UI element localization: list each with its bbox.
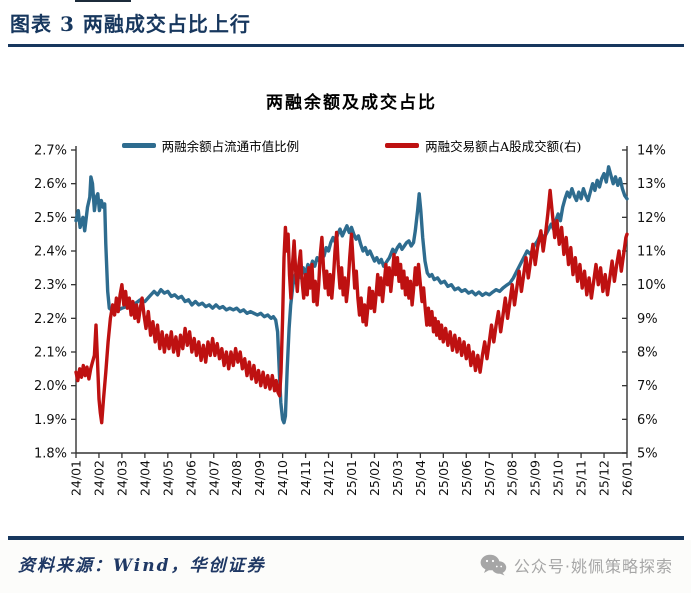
footer-band (0, 540, 691, 593)
page-title: 图表 3 两融成交占比上行 (10, 12, 251, 36)
tick-label: 1.9% (34, 413, 67, 428)
footer-divider (8, 536, 684, 540)
axes: 2.7% 2.6% 2.5% 2.4% 2.3% 2.2% 2.1% 2.0% 1.9% 1.8%… (34, 144, 666, 497)
chart-title: 两融余额及成交占比 (266, 93, 437, 113)
tick-label: 25/08 (505, 460, 520, 496)
tick-label: 7% (637, 379, 658, 394)
source-note: 资料来源：Wind，华创证券 (18, 556, 266, 576)
tick-label: 25/04 (413, 460, 428, 496)
tick-label: 25/06 (459, 460, 474, 496)
legend-swatch-blue (121, 143, 156, 148)
title-divider (8, 44, 684, 47)
tick-label: 26/01 (620, 460, 635, 496)
series-line-balance (74, 165, 629, 425)
tick-label: 24/01 (69, 460, 84, 496)
tick-label: 25/03 (390, 460, 405, 496)
tick-label: 2.0% (34, 379, 67, 394)
tick-label: 25/10 (551, 460, 566, 496)
tick-label: 14% (637, 144, 666, 159)
tick-label: 25/02 (367, 460, 382, 496)
tick-label: 25/11 (574, 460, 589, 496)
tick-label: 24/11 (298, 460, 313, 496)
tick-label: 24/05 (160, 460, 175, 496)
tick-label: 24/10 (275, 460, 290, 496)
tick-label: 25/12 (597, 460, 612, 496)
tick-label: 24/03 (114, 460, 129, 496)
chart-legend: 两融余额占流通市值比例 两融交易额占A股成交额(右) (76, 136, 627, 155)
tick-label: 1.8% (34, 447, 67, 462)
legend-item-margin-turnover: 两融交易额占A股成交额(右) (385, 136, 581, 155)
tick-label: 25/09 (528, 460, 543, 496)
tick-label: 2.7% (34, 144, 67, 159)
tick-label: 5% (637, 447, 658, 462)
top-edge-artifact (75, 0, 131, 2)
tick-label: 9% (637, 312, 658, 327)
tick-label: 25/07 (482, 460, 497, 496)
legend-item-margin-balance: 两融余额占流通市值比例 (121, 136, 300, 155)
wechat-icon (480, 554, 507, 576)
tick-label: 24/02 (91, 460, 106, 496)
tick-label: 24/08 (229, 460, 244, 496)
tick-label: 24/04 (137, 460, 152, 496)
tick-label: 24/12 (321, 460, 336, 496)
tick-label: 8% (637, 346, 658, 361)
tick-label: 24/07 (206, 460, 221, 496)
tick-label: 24/06 (183, 460, 198, 496)
tick-label: 24/09 (252, 460, 267, 496)
series-line-turnover (74, 188, 629, 425)
tick-label: 2.5% (34, 211, 67, 226)
legend-label-margin-balance: 两融余额占流通市值比例 (161, 139, 300, 154)
legend-swatch-red (385, 143, 420, 148)
tick-label: 2.1% (34, 346, 67, 361)
tick-label: 6% (637, 413, 658, 428)
wechat-badge: 公众号·姚佩策略探索 (480, 553, 673, 577)
legend-label-margin-turnover: 两融交易额占A股成交额(右) (425, 139, 582, 154)
tick-label: 11% (637, 245, 666, 260)
tick-label: 10% (637, 278, 666, 293)
tick-label: 13% (637, 177, 666, 192)
tick-label: 2.4% (34, 245, 67, 260)
tick-label: 2.3% (34, 278, 67, 293)
wechat-label: 公众号·姚佩策略探索 (513, 557, 673, 576)
tick-label: 25/05 (436, 460, 451, 496)
tick-label: 2.6% (34, 177, 67, 192)
tick-label: 2.2% (34, 312, 67, 327)
tick-label: 12% (637, 211, 666, 226)
tick-label: 25/01 (344, 460, 359, 496)
